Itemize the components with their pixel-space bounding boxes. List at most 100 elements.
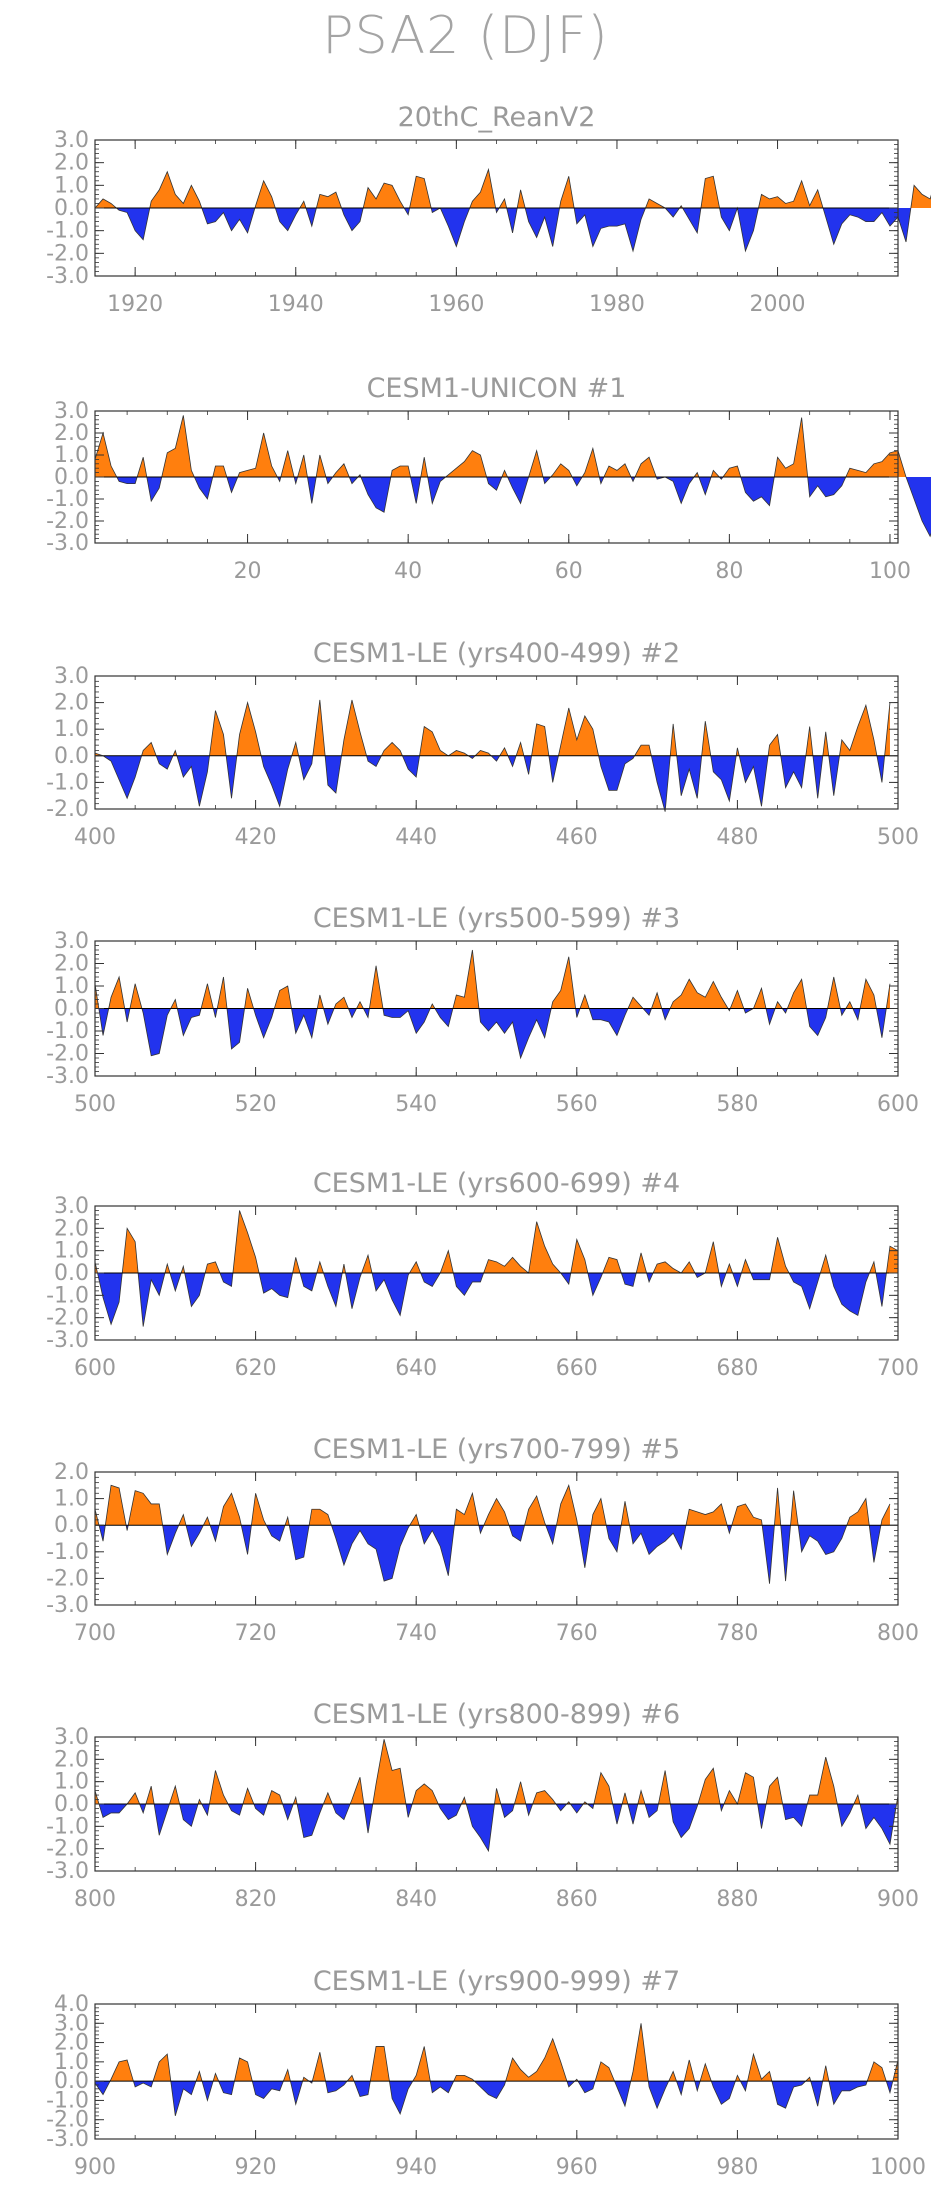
x-tick-label: 40	[394, 559, 422, 584]
negative-area	[99, 1525, 881, 1584]
x-tick-label: 700	[74, 1621, 116, 1646]
y-tick-label: -1.0	[46, 1283, 89, 1308]
y-tick-label: 2.0	[54, 1216, 89, 1241]
panel-title: CESM1-LE (yrs500-599) #3	[313, 903, 680, 934]
x-tick-label: 1920	[107, 292, 163, 317]
panel-title: CESM1-LE (yrs400-499) #2	[313, 638, 680, 669]
x-tick-label: 520	[235, 1092, 277, 1117]
positive-area	[95, 1485, 890, 1526]
y-tick-label: 1.0	[54, 2050, 89, 2075]
x-tick-label: 640	[395, 1356, 437, 1381]
x-tick-label: 560	[556, 1092, 598, 1117]
negative-area	[97, 1273, 887, 1327]
y-tick-label: -3.0	[46, 1859, 89, 1884]
x-tick-label: 1980	[589, 292, 645, 317]
panel-4: CESM1-LE (yrs500-599) #3 3.02.01.00.0-1.0…	[46, 903, 919, 1117]
panel-title: CESM1-LE (yrs600-699) #4	[313, 1168, 680, 1199]
x-tick-label: 800	[74, 1887, 116, 1912]
x-tick-label: 600	[877, 1092, 919, 1117]
x-tick-label: 860	[556, 1887, 598, 1912]
x-tick-label: 460	[556, 825, 598, 850]
panel-title: CESM1-LE (yrs900-999) #7	[313, 1966, 680, 1997]
positive-area	[95, 169, 931, 208]
y-tick-label: 1.0	[54, 717, 89, 742]
x-tick-label: 840	[395, 1887, 437, 1912]
x-tick-label: 1960	[428, 292, 484, 317]
series-line	[94, 1484, 891, 1584]
x-tick-label: 80	[715, 559, 743, 584]
x-tick-label: 440	[395, 825, 437, 850]
y-tick-label: 2.0	[54, 952, 89, 977]
y-tick-label: -1.0	[46, 1814, 89, 1839]
y-tick-label: 2.0	[54, 2031, 89, 2056]
series-line	[94, 2023, 899, 2116]
series-line	[94, 415, 931, 538]
y-tick-label: -3.0	[46, 1593, 89, 1618]
y-tick-label: 1.0	[54, 1239, 89, 1264]
x-tick-label: 480	[716, 825, 758, 850]
x-tick-label: 600	[74, 1356, 116, 1381]
x-tick-label: 940	[395, 2155, 437, 2180]
y-tick-label: -1.0	[46, 487, 89, 512]
negative-area	[103, 755, 885, 812]
y-tick-label: 0.0	[54, 1261, 89, 1286]
y-tick-label: -2.0	[46, 1042, 89, 1067]
x-tick-label: 800	[877, 1621, 919, 1646]
y-tick-label: 0.0	[54, 744, 89, 769]
y-tick-label: 0.0	[54, 1513, 89, 1538]
y-tick-label: -3.0	[46, 1328, 89, 1353]
y-tick-label: -1.0	[46, 770, 89, 795]
panel-3: CESM1-LE (yrs400-499) #2 3.02.01.00.0-1.0…	[46, 638, 919, 850]
y-tick-label: 3.0	[54, 664, 89, 689]
x-tick-label: 880	[716, 1887, 758, 1912]
y-tick-label: 1.0	[54, 974, 89, 999]
x-tick-label: 1940	[268, 292, 324, 317]
negative-area	[116, 477, 931, 537]
y-tick-label: -3.0	[46, 2127, 89, 2152]
y-tick-label: -3.0	[46, 1064, 89, 1089]
y-tick-label: 1.0	[54, 173, 89, 198]
y-tick-label: 2.0	[54, 1747, 89, 1772]
x-tick-label: 760	[556, 1621, 598, 1646]
y-tick-label: 3.0	[54, 929, 89, 954]
negative-area	[98, 1008, 887, 1058]
y-tick-label: -3.0	[46, 264, 89, 289]
x-tick-label: 700	[877, 1356, 919, 1381]
positive-area	[95, 950, 890, 1009]
y-tick-label: -1.0	[46, 2088, 89, 2113]
y-tick-label: -3.0	[46, 531, 89, 556]
y-tick-label: 2.0	[54, 691, 89, 716]
panel-7: CESM1-LE (yrs800-899) #6 3.02.01.00.0-1.0…	[46, 1699, 919, 1912]
panel-title: CESM1-UNICON #1	[367, 373, 627, 404]
x-tick-label: 100	[869, 559, 911, 584]
panel-title: CESM1-LE (yrs800-899) #6	[313, 1699, 680, 1730]
x-tick-label: 400	[74, 825, 116, 850]
x-tick-label: 900	[877, 1887, 919, 1912]
y-tick-label: 1.0	[54, 1770, 89, 1795]
y-tick-label: 3.0	[54, 1194, 89, 1219]
y-tick-label: -2.0	[46, 1306, 89, 1331]
y-tick-label: 0.0	[54, 997, 89, 1022]
series-line	[94, 949, 891, 1060]
positive-area	[95, 699, 890, 756]
x-tick-label: 60	[555, 559, 583, 584]
panel-title: CESM1-LE (yrs700-799) #5	[313, 1434, 680, 1465]
x-tick-label: 20	[234, 559, 262, 584]
series-line	[94, 1739, 899, 1853]
panel-title: 20thC_ReanV2	[398, 102, 596, 133]
x-tick-label: 900	[74, 2155, 116, 2180]
y-tick-label: -1.0	[46, 1019, 89, 1044]
negative-area	[95, 2081, 893, 2116]
y-tick-label: 3.0	[54, 399, 89, 424]
y-tick-label: 3.0	[54, 2011, 89, 2036]
x-tick-label: 500	[877, 825, 919, 850]
y-tick-label: 3.0	[54, 1725, 89, 1750]
x-tick-label: 580	[716, 1092, 758, 1117]
x-tick-label: 660	[556, 1356, 598, 1381]
y-tick-label: 0.0	[54, 196, 89, 221]
figure-title: PSA2 (DJF)	[322, 6, 609, 66]
panel-6: CESM1-LE (yrs700-799) #5 2.01.00.0-1.0-2.…	[46, 1434, 919, 1646]
panel-2: CESM1-UNICON #1 3.02.01.00.0-1.0-2.0-3.0 2…	[46, 373, 931, 584]
panel-1: 20thC_ReanV2 3.02.01.00.0-1.0-2.0-3.0 1920…	[46, 102, 931, 317]
